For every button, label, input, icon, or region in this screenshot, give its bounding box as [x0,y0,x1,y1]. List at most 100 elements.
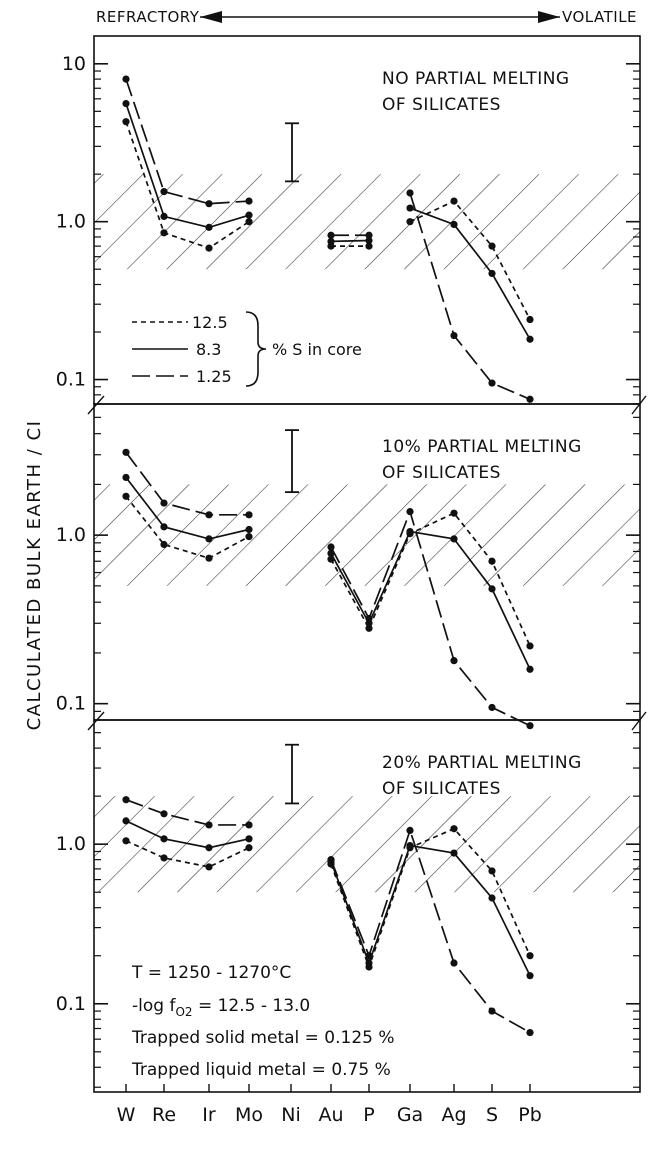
panel-20pct-melting: 1.0 0.1 20% PARTIAL MELTING OF SILICATES [56,711,647,1093]
series-line-s-8-3 [125,476,250,540]
volatile-label: VOLATILE [562,8,637,26]
x-tick-label: Au [318,1104,343,1126]
y-tick-label: 0.1 [56,369,86,391]
x-tick-label: Re [152,1104,176,1126]
data-point-s-8-3 [327,237,335,245]
data-point-s-8-3 [160,835,168,843]
oxygen-fugacity-note: -log fO2 = 12.5 - 13.0 [132,996,310,1019]
series-line-s-1-25 [125,451,249,516]
data-point-s-1-25 [327,856,335,864]
series-line-s-8-3 [125,103,250,229]
y-tick-label: 1.0 [56,211,86,233]
series-line-s-1-25 [125,798,249,826]
data-point-s-1-25 [122,448,130,456]
data-point-s-12-5 [450,197,458,205]
data-point-s-12-5 [205,863,213,871]
legend-label-12-5: 12.5 [192,313,228,332]
data-point-s-8-3 [122,817,130,825]
data-point-s-1-25 [365,231,373,239]
panel-10pct-melting: 1.0 0.1 10% PARTIAL MELTING OF SILICATES [56,395,647,730]
series-line-s-1-25 [125,78,250,205]
data-point-s-1-25 [245,197,253,205]
data-point-s-12-5 [122,118,130,126]
series-line-s-1-25 [409,192,531,401]
data-point-s-12-5 [245,533,253,541]
data-point-s-8-3 [526,665,534,673]
data-point-s-8-3 [245,211,253,219]
data-point-s-8-3 [526,335,534,343]
data-point-s-8-3 [406,527,414,536]
temperature-note: T = 1250 - 1270°C [131,963,291,983]
data-point-s-1-25 [526,395,534,403]
data-point-s-12-5 [365,242,373,250]
data-point-s-8-3 [488,894,496,902]
data-point-s-1-25 [160,810,168,818]
data-point-s-8-3 [205,223,213,231]
data-point-s-12-5 [488,242,496,250]
data-point-s-1-25 [365,614,373,623]
data-point-s-12-5 [122,492,130,500]
uncertainty-bar [285,743,299,805]
data-point-s-1-25 [245,821,253,829]
series-line-s-1-25 [330,827,531,1034]
data-point-s-1-25 [488,379,496,387]
panel-title: 10% PARTIAL MELTING [382,437,582,457]
series-line-s-8-3 [330,239,370,243]
series-line-s-1-25 [330,508,531,727]
data-point-s-1-25 [122,75,130,83]
data-point-s-12-5 [450,825,458,833]
data-point-s-8-3 [245,525,253,534]
shaded-band [94,796,640,893]
x-tick-label: Ni [281,1104,301,1126]
data-point-s-1-25 [327,231,335,239]
trapped-solid-note: Trapped solid metal = 0.125 % [131,1028,395,1048]
data-point-s-12-5 [205,244,213,252]
axis-break-mark-right [631,395,647,415]
panel-subtitle: OF SILICATES [382,463,501,483]
y-tick-label: 0.1 [56,993,86,1015]
data-point-s-1-25 [406,826,414,835]
series-line-s-12-5 [125,840,250,868]
fo2-subscript: O2 [175,1005,192,1019]
data-point-s-1-25 [488,1007,496,1015]
data-point-s-1-25 [245,511,253,519]
data-point-s-1-25 [205,821,213,829]
data-point-s-1-25 [450,331,458,340]
fo2-value: = 12.5 - 13.0 [193,996,311,1016]
x-tick-label: Mo [235,1104,263,1126]
data-point-s-12-5 [526,642,534,650]
y-axis-label: CALCULATED BULK EARTH / CI [24,420,45,731]
data-point-s-8-3 [160,212,168,220]
x-axis-labels: W Re Ir Mo Ni Au P Ga Ag S Pb [117,1084,542,1126]
data-point-s-8-3 [526,972,534,980]
shaded-band [94,174,640,270]
data-point-s-8-3 [205,844,213,852]
data-point-s-12-5 [160,854,168,862]
series-line-s-8-3 [330,530,531,670]
series-line-s-8-3 [409,207,531,340]
data-point-s-1-25 [365,952,373,960]
x-tick-label: Pb [518,1104,542,1126]
data-point-s-1-25 [205,511,213,519]
panel-subtitle: OF SILICATES [382,95,501,115]
data-point-s-1-25 [327,543,335,551]
data-point-s-8-3 [205,535,213,543]
x-tick-label: W [117,1104,136,1126]
data-point-s-8-3 [450,220,458,229]
data-point-s-12-5 [450,509,458,517]
data-point-s-12-5 [245,844,253,852]
uncertainty-bar [285,122,299,183]
axis-break-mark-right [631,711,647,731]
data-point-s-1-25 [488,703,496,712]
panel-title: 20% PARTIAL MELTING [382,753,582,773]
data-point-s-8-3 [365,959,373,967]
data-point-s-8-3 [450,849,458,857]
data-point-s-1-25 [526,1028,534,1037]
series-line-s-12-5 [125,121,250,250]
shaded-band [94,484,640,586]
data-point-s-8-3 [488,269,496,278]
data-point-s-12-5 [160,229,168,237]
y-tick-label: 0.1 [56,693,86,715]
series-line-s-12-5 [330,512,531,647]
data-point-s-12-5 [122,837,130,845]
